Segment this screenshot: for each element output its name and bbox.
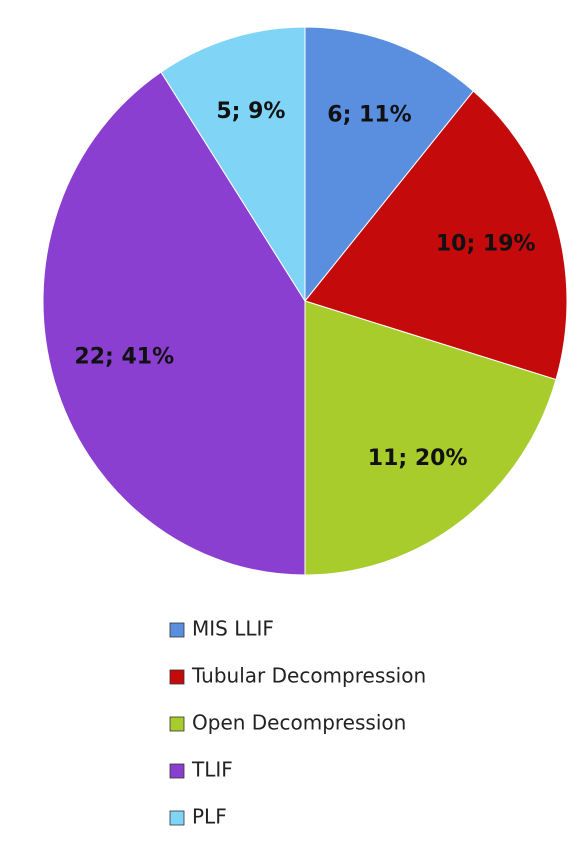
pie-slice <box>304 300 557 576</box>
pie-slice <box>42 71 306 576</box>
data-label: 6; 11% <box>327 103 411 128</box>
data-label: 22; 41% <box>74 345 174 370</box>
data-label: 11; 20% <box>368 446 468 471</box>
legend-swatch <box>169 763 185 779</box>
pie-slice <box>160 26 306 303</box>
data-label: 5; 9% <box>216 99 285 124</box>
legend-label: MIS LLIF <box>192 617 274 641</box>
legend-label: Tubular Decompression <box>191 664 426 688</box>
pie-slice <box>304 90 568 381</box>
legend-label: TLIF <box>191 758 233 782</box>
legend-swatch <box>169 622 185 638</box>
legend-swatch <box>169 669 185 685</box>
legend-label: Open Decompression <box>192 711 406 735</box>
legend-label: PLF <box>192 805 227 829</box>
pie-slice <box>304 26 475 303</box>
legend-swatch <box>169 716 185 732</box>
data-label: 10; 19% <box>436 231 536 256</box>
legend-swatch <box>169 810 185 826</box>
